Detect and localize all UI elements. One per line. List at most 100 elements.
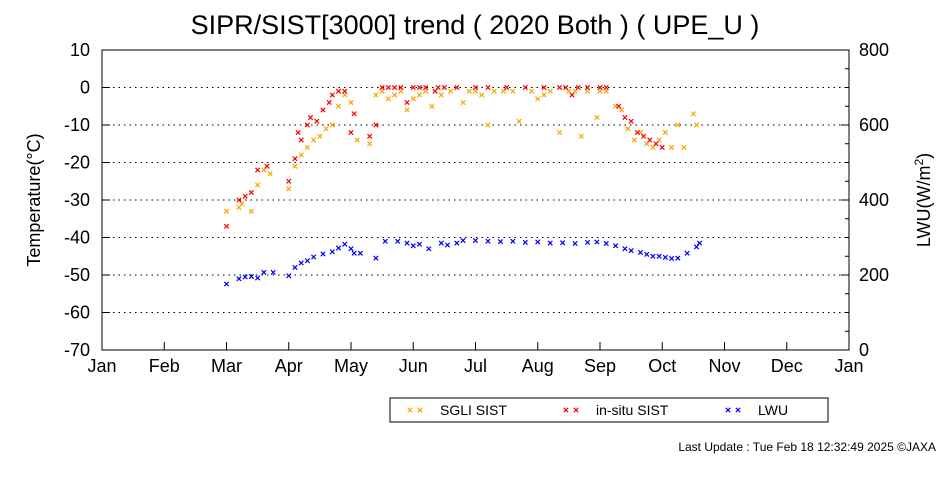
data-point — [379, 84, 385, 91]
data-point — [522, 239, 528, 245]
data-point — [516, 118, 522, 124]
data-point — [385, 84, 391, 91]
x-tick-label: Feb — [149, 356, 180, 376]
data-point — [637, 249, 644, 256]
data-point — [354, 137, 360, 143]
data-point — [522, 84, 528, 91]
data-point — [367, 133, 373, 139]
data-point — [292, 264, 298, 271]
data-point — [255, 167, 261, 173]
data-point — [497, 239, 504, 245]
x-tick-label: Dec — [771, 356, 803, 376]
data-point — [323, 126, 329, 132]
x-tick-label: Nov — [708, 356, 740, 376]
data-point — [491, 88, 497, 94]
legend-entry: SGLI SIST — [407, 402, 507, 418]
data-point — [248, 208, 255, 214]
data-point — [479, 92, 485, 98]
y-tick-label: -70 — [64, 340, 90, 360]
y2-tick-label: 0 — [859, 340, 869, 360]
data-point — [625, 126, 631, 132]
data-point — [326, 99, 332, 106]
data-point — [292, 163, 298, 169]
y-axis-label: Temperature(°C) — [24, 133, 44, 266]
data-point — [286, 273, 292, 279]
data-point — [348, 246, 354, 252]
data-point — [223, 208, 230, 214]
data-point — [438, 240, 444, 246]
data-point — [298, 137, 304, 143]
y-tick-label: -10 — [64, 115, 90, 135]
data-point — [572, 240, 578, 247]
legend: SGLI SIST in-situ SIST LWU — [389, 397, 829, 423]
legend-entry: LWU — [725, 402, 788, 418]
data-point — [634, 129, 640, 136]
data-point — [441, 84, 447, 91]
data-point — [311, 137, 317, 143]
data-point — [662, 254, 668, 260]
plot-frame — [101, 49, 850, 351]
data-point — [410, 96, 416, 102]
x-tick-label: Oct — [648, 356, 676, 376]
data-point — [351, 111, 357, 117]
data-point — [416, 92, 423, 98]
grid-lines — [102, 87, 849, 313]
data-point — [242, 193, 248, 199]
data-point — [438, 92, 444, 98]
data-point — [267, 171, 273, 177]
legend-box — [389, 397, 829, 423]
data-point — [690, 111, 696, 117]
data-point — [510, 88, 516, 94]
data-point — [584, 239, 591, 245]
data-point — [348, 99, 354, 106]
data-point — [597, 84, 603, 91]
data-point — [391, 92, 398, 98]
data-point — [668, 144, 675, 151]
data-point — [236, 197, 242, 203]
data-point — [510, 238, 516, 244]
data-point — [264, 163, 270, 169]
data-point — [248, 273, 255, 280]
data-point — [357, 250, 363, 256]
y-tick-label: -60 — [64, 303, 90, 323]
data-point — [329, 249, 335, 255]
y-tick-label: 0 — [80, 78, 90, 98]
data-point — [398, 84, 404, 91]
y-tick-label: 10 — [70, 40, 90, 60]
data-point — [485, 84, 491, 91]
legend-label: SGLI SIST — [440, 402, 507, 418]
data-point — [653, 141, 659, 147]
data-point — [348, 129, 354, 136]
data-point — [292, 156, 298, 162]
y-tick-label: -40 — [64, 228, 90, 248]
y2-tick-label: 200 — [859, 265, 889, 285]
data-point — [668, 255, 675, 262]
data-point — [304, 144, 311, 151]
data-point — [547, 240, 553, 246]
data-point — [223, 223, 230, 229]
x-tick-label: Mar — [211, 356, 242, 376]
data-point — [410, 84, 416, 91]
data-point — [298, 260, 304, 266]
data-point — [307, 114, 314, 121]
data-point — [416, 241, 423, 247]
data-point — [622, 114, 628, 121]
data-point — [286, 178, 292, 184]
y2-tick-label: 400 — [859, 190, 889, 210]
data-point — [640, 133, 647, 139]
data-point — [435, 84, 441, 91]
data-point — [535, 239, 541, 245]
data-point — [242, 274, 248, 280]
data-point — [616, 103, 622, 109]
data-point — [628, 248, 634, 254]
y2-axis-label: LWU(W/m2) — [912, 153, 934, 247]
data-point — [410, 243, 416, 249]
axis-ticks: 100-10-20-30-40-50-60-708006004002000Jan… — [64, 40, 889, 376]
chart-title: SIPR/SIST[3000] trend ( 2020 Both ) ( UP… — [191, 10, 760, 40]
data-point — [320, 251, 326, 257]
y-tick-label: -20 — [64, 153, 90, 173]
data-point — [485, 238, 491, 244]
data-point — [659, 144, 665, 151]
data-point — [528, 88, 535, 94]
data-point — [656, 253, 662, 259]
